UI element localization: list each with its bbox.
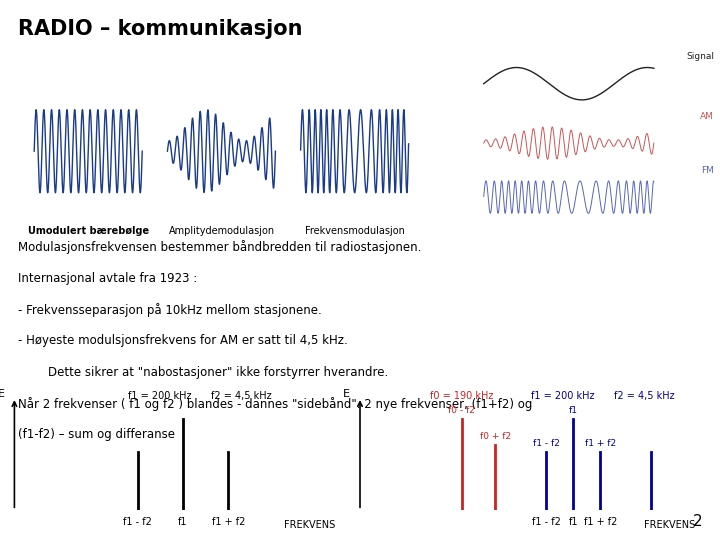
Text: f1 = 200 kHz: f1 = 200 kHz: [128, 392, 192, 401]
Text: f0 = 190 kHz: f0 = 190 kHz: [430, 392, 493, 401]
Text: (f1-f2) – sum og differanse: (f1-f2) – sum og differanse: [18, 428, 175, 441]
Text: f1 + f2: f1 + f2: [585, 438, 616, 448]
Text: f0 - f2: f0 - f2: [448, 407, 475, 415]
Text: Amplitydemodulasjon: Amplitydemodulasjon: [168, 226, 275, 236]
Text: f1: f1: [569, 517, 578, 528]
Text: f2 = 4,5 kHz: f2 = 4,5 kHz: [614, 392, 675, 401]
Text: FM: FM: [701, 166, 714, 174]
Text: f1 + f2: f1 + f2: [212, 517, 245, 528]
Text: f1: f1: [178, 517, 188, 528]
Text: f1 - f2: f1 - f2: [123, 517, 152, 528]
Text: Dette sikrer at "nabostasjoner" ikke forstyrrer hverandre.: Dette sikrer at "nabostasjoner" ikke for…: [18, 366, 388, 379]
Text: - Frekvensseparasjon på 10kHz mellom stasjonene.: - Frekvensseparasjon på 10kHz mellom sta…: [18, 303, 322, 317]
Text: Når 2 frekvenser ( f1 og f2 ) blandes - dannes "sidebånd". 2 nye frekvenser, (f1: Når 2 frekvenser ( f1 og f2 ) blandes - …: [18, 397, 532, 411]
Text: E: E: [0, 389, 5, 399]
Text: E: E: [343, 389, 350, 399]
Text: f1 - f2: f1 - f2: [531, 517, 561, 528]
Text: f1 = 200 kHz: f1 = 200 kHz: [531, 392, 595, 401]
Text: 2: 2: [693, 514, 702, 529]
Text: f1 + f2: f1 + f2: [584, 517, 617, 528]
Text: f2 = 4,5 kHz: f2 = 4,5 kHz: [211, 392, 271, 401]
Text: RADIO – kommunikasjon: RADIO – kommunikasjon: [18, 19, 302, 39]
Text: f0 + f2: f0 + f2: [480, 431, 511, 441]
Text: Internasjonal avtale fra 1923 :: Internasjonal avtale fra 1923 :: [18, 272, 197, 285]
Text: - Høyeste modulsjonsfrekvens for AM er satt til 4,5 kHz.: - Høyeste modulsjonsfrekvens for AM er s…: [18, 334, 348, 347]
Text: Frekvensmodulasjon: Frekvensmodulasjon: [305, 226, 405, 236]
Text: Umodulert bærebølge: Umodulert bærebølge: [28, 226, 149, 236]
Text: f1: f1: [569, 407, 577, 415]
Text: FREKVENS: FREKVENS: [284, 521, 336, 530]
Text: Signal: Signal: [686, 52, 714, 61]
Text: Modulasjonsfrekvensen bestemmer båndbredden til radiostasjonen.: Modulasjonsfrekvensen bestemmer båndbred…: [18, 240, 421, 254]
Text: AM: AM: [701, 112, 714, 120]
Text: FREKVENS: FREKVENS: [644, 521, 695, 530]
Text: f1 - f2: f1 - f2: [533, 438, 559, 448]
